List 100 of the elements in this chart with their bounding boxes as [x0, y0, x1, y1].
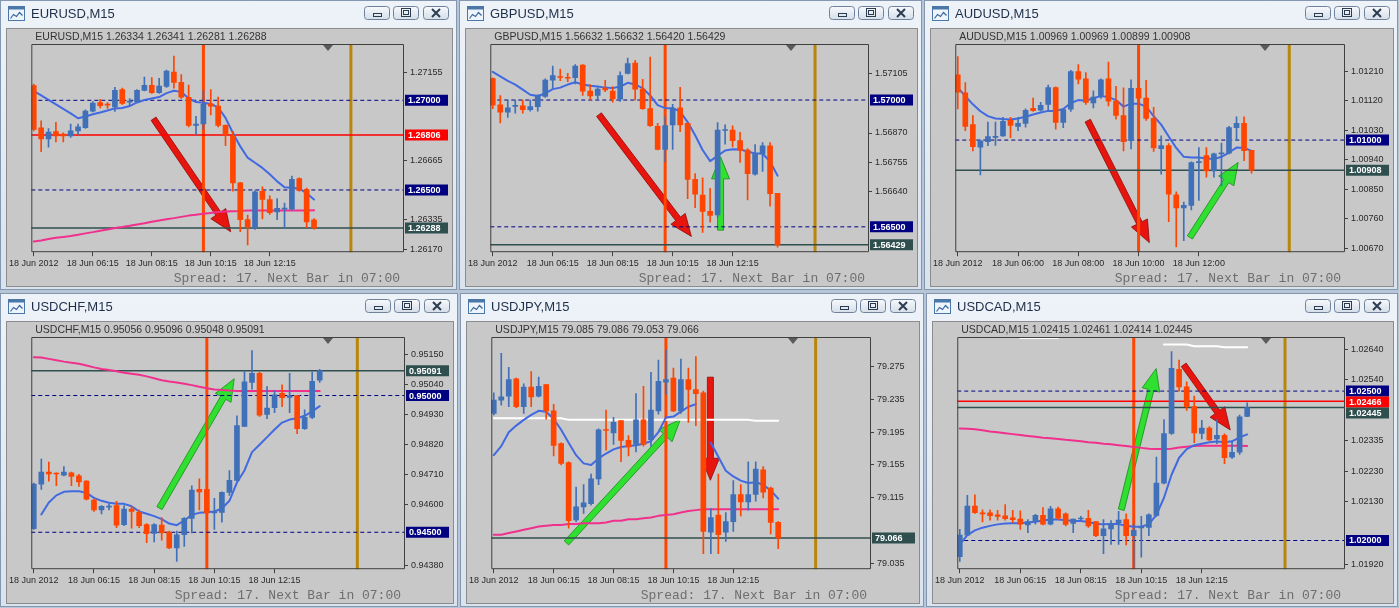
candlestick — [693, 356, 699, 426]
y-tick-label: 79.195 — [877, 426, 905, 437]
y-tick-label: 1.02540 — [1351, 373, 1384, 384]
x-tick-label: 18 Jun 12:15 — [243, 258, 296, 269]
x-tick-label: 18 Jun 08:15 — [125, 258, 178, 269]
x-tick-label: 18 Jun 12:15 — [1175, 575, 1228, 586]
y-tick-label: 1.00670 — [1351, 242, 1384, 253]
ref-line-label: 1.27000 — [408, 95, 441, 106]
y-tick-label: 1.56870 — [875, 127, 908, 138]
y-tick-label: 1.57105 — [875, 67, 908, 78]
y-tick-label: 1.27155 — [410, 67, 443, 77]
chart-subtitle: AUDUSD,M15 1.00969 1.00969 1.00899 1.00908 — [959, 30, 1191, 42]
x-tick-label: 18 Jun 08:15 — [587, 575, 640, 586]
ref-line-label: 1.02500 — [1349, 386, 1382, 397]
candlestick — [193, 116, 199, 135]
candlestick — [1158, 135, 1165, 175]
candlestick — [663, 349, 669, 395]
y-tick-label: 1.00760 — [1351, 213, 1384, 224]
candlestick — [745, 461, 752, 511]
y-tick-label: 1.01120 — [1351, 95, 1383, 106]
y-tick-label: 0.95040 — [411, 379, 444, 390]
x-tick-label: 18 Jun 06:15 — [526, 258, 579, 269]
y-tick-label: 1.01210 — [1351, 65, 1384, 76]
candlestick — [1196, 147, 1202, 201]
y-tick-label: 79.275 — [877, 361, 905, 372]
candlestick — [1108, 520, 1114, 545]
y-tick-label: 1.02335 — [1351, 434, 1384, 445]
x-tick-label: 18 Jun 08:15 — [128, 575, 181, 586]
x-tick-label: 18 Jun 06:15 — [66, 258, 119, 269]
text: Spread: 17. Next Bar in 07:00 — [1114, 588, 1341, 603]
candlestick — [722, 124, 728, 145]
x-tick-label: 18 Jun 2012 — [9, 258, 59, 269]
y-tick-label: 1.01030 — [1351, 124, 1384, 135]
ref-line-label: 1.02000 — [1349, 535, 1382, 546]
chart-subtitle: USDJPY,M15 79.085 79.086 79.053 79.066 — [495, 323, 699, 335]
x-tick-label: 18 Jun 06:15 — [527, 575, 580, 586]
chart-title: USDCAD,M15 — [957, 299, 1041, 314]
x-tick-label: 18 Jun 08:15 — [1054, 575, 1107, 586]
ref-line-label: 1.26288 — [408, 222, 441, 233]
x-tick-label: 18 Jun 10:15 — [188, 575, 241, 586]
candlestick — [264, 386, 270, 420]
y-tick-label: 0.94930 — [411, 409, 444, 420]
y-tick-label: 1.01920 — [1351, 558, 1384, 569]
ref-line-label: 1.56429 — [873, 239, 906, 250]
candlestick — [249, 350, 255, 390]
chart-subtitle: USDCAD,M15 1.02415 1.02461 1.02414 1.02445 — [961, 323, 1193, 335]
chart-title: EURUSD,M15 — [31, 6, 115, 21]
candlestick — [1130, 523, 1137, 568]
y-tick-label: 1.56755 — [875, 156, 908, 167]
ref-line-label: 1.57000 — [873, 95, 906, 106]
x-tick-label: 18 Jun 10:15 — [184, 258, 237, 269]
y-tick-label: 1.00850 — [1351, 183, 1384, 194]
candlestick — [1002, 504, 1008, 521]
candlestick — [603, 409, 609, 451]
x-tick-label: 18 Jun 10:00 — [1112, 258, 1165, 269]
candlestick — [274, 198, 280, 220]
x-tick-label: 18 Jun 12:15 — [706, 258, 759, 269]
candlestick — [279, 384, 285, 408]
chart-subtitle: EURUSD,M15 1.26334 1.26341 1.26281 1.26288 — [35, 30, 267, 42]
y-tick-label: 79.115 — [877, 492, 904, 503]
y-tick-label: 1.56640 — [875, 185, 908, 196]
ref-line-label: 1.02466 — [1349, 397, 1382, 408]
text: Spread: 17. Next Bar in 07:00 — [640, 588, 867, 603]
chart-title: AUDUSD,M15 — [955, 6, 1039, 21]
candlestick — [715, 473, 722, 554]
ref-line-label: 1.02445 — [1349, 408, 1382, 419]
y-tick-label: 0.94710 — [411, 469, 444, 480]
chart-title: USDCHF,M15 — [31, 299, 113, 314]
x-tick-label: 18 Jun 08:00 — [1052, 258, 1105, 269]
x-tick-label: 18 Jun 2012 — [469, 575, 519, 586]
candlestick — [564, 73, 571, 83]
x-tick-label: 18 Jun 10:15 — [647, 575, 700, 586]
ref-line-label: 1.26806 — [408, 130, 441, 141]
ref-line-label: 0.95091 — [409, 365, 442, 376]
ref-line-label: 1.00908 — [1349, 165, 1382, 176]
ref-line-label: 0.95000 — [409, 390, 442, 401]
x-tick-label: 18 Jun 06:00 — [992, 258, 1045, 269]
chart-title: GBPUSD,M15 — [490, 6, 574, 21]
y-tick-label: 79.235 — [877, 393, 905, 404]
y-tick-label: 1.00940 — [1351, 154, 1384, 165]
y-tick-label: 1.26170 — [410, 243, 443, 254]
chart-subtitle: GBPUSD,M15 1.56632 1.56632 1.56420 1.56429 — [494, 30, 726, 42]
x-tick-label: 18 Jun 08:15 — [586, 258, 639, 269]
y-tick-label: 1.26335 — [410, 214, 443, 225]
x-tick-label: 18 Jun 10:15 — [646, 258, 699, 269]
y-tick-label: 1.02130 — [1351, 496, 1384, 507]
y-tick-label: 0.94600 — [411, 499, 444, 510]
candlestick — [1214, 419, 1220, 445]
text: Spread: 17. Next Bar in 07:00 — [638, 271, 865, 286]
candlestick — [1030, 97, 1036, 112]
text: Spread: 17. Next Bar in 07:00 — [174, 588, 401, 603]
y-tick-label: 1.26665 — [410, 154, 443, 165]
x-tick-label: 18 Jun 10:15 — [1115, 575, 1168, 586]
chart-subtitle: USDCHF,M15 0.95056 0.95096 0.95048 0.95091 — [35, 323, 265, 335]
x-tick-label: 18 Jun 2012 — [935, 575, 985, 586]
candlestick — [196, 478, 203, 511]
y-tick-label: 1.02230 — [1351, 466, 1384, 477]
candlestick — [707, 187, 713, 223]
y-tick-label: 0.95150 — [411, 348, 444, 359]
x-tick-label: 18 Jun 2012 — [468, 258, 518, 269]
